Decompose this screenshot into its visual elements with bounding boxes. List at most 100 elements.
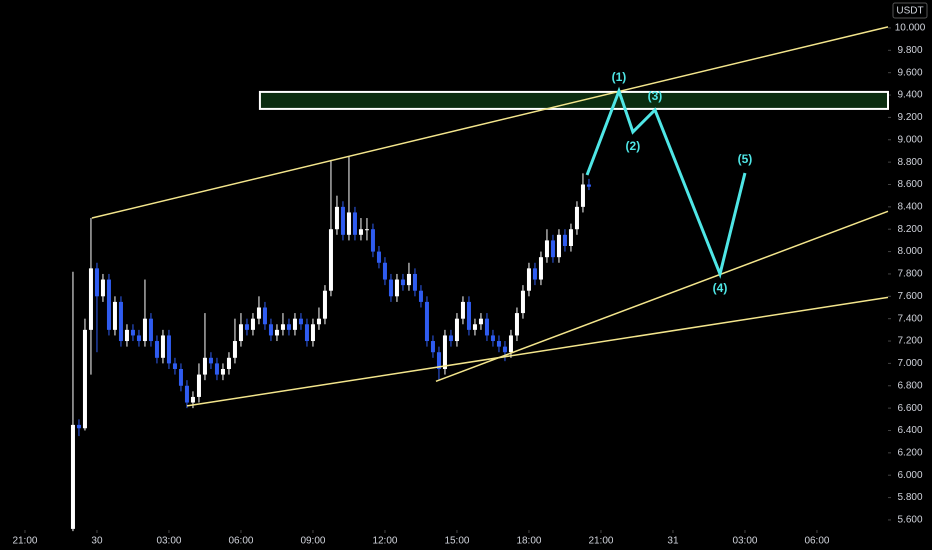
candle-body	[556, 234, 561, 258]
candle-body	[442, 335, 447, 369]
y-tick-label: 6.600	[897, 403, 922, 414]
candle-body	[340, 206, 345, 235]
candle-body	[484, 318, 489, 336]
y-tick-label: 6.200	[897, 447, 922, 458]
candle-body	[136, 335, 141, 342]
y-tick-label: 7.000	[897, 358, 922, 369]
y-tick-label: 8.800	[897, 157, 922, 168]
y-tick-label: 10.000	[895, 23, 926, 34]
wave-label: (2)	[626, 139, 641, 153]
candle-body	[310, 324, 315, 342]
candle-body	[256, 307, 261, 319]
candle-body	[304, 324, 309, 342]
zone	[258, 90, 890, 110]
trend-line	[435, 210, 889, 382]
candle-body	[274, 329, 279, 336]
wave-path	[585, 86, 747, 279]
y-tick-label: 7.600	[897, 291, 922, 302]
candle-body	[244, 324, 249, 330]
candle-body	[460, 301, 465, 319]
candle-body	[76, 424, 81, 429]
candle-body	[502, 346, 507, 353]
candle-body	[178, 368, 183, 386]
candle-body	[292, 318, 297, 330]
candle-body	[112, 301, 117, 330]
candle-body	[208, 357, 213, 364]
candle-body	[268, 324, 273, 336]
candle-body	[346, 212, 351, 235]
x-tick-label: 31	[667, 536, 679, 547]
candle-body	[226, 357, 231, 369]
y-tick-label: 6.400	[897, 425, 922, 436]
candle-body	[232, 341, 237, 358]
candle-body	[94, 268, 99, 297]
y-tick-label: 8.600	[897, 179, 922, 190]
candle-body	[376, 251, 381, 263]
candle-body	[388, 279, 393, 297]
candle-body	[412, 273, 417, 291]
x-tick-label: 06:00	[228, 536, 253, 547]
candle-body	[454, 318, 459, 342]
candle-body	[574, 206, 579, 230]
candle-body	[262, 307, 267, 325]
x-tick-label: 15:00	[444, 536, 469, 547]
candle-body	[148, 318, 153, 342]
candle-body	[358, 229, 363, 235]
x-tick-label: 21:00	[12, 536, 37, 547]
trend-line	[91, 26, 889, 219]
candle-body	[448, 335, 453, 342]
candle-body	[562, 234, 567, 246]
candle-body	[352, 212, 357, 235]
wave-label: (3)	[648, 89, 663, 103]
candle-body	[436, 352, 441, 369]
candle-body	[172, 363, 177, 369]
currency-label: USDT	[896, 6, 923, 17]
wave-label: (5)	[738, 152, 753, 166]
candle-body	[568, 229, 573, 246]
candle-body	[490, 335, 495, 342]
candle-body	[472, 324, 477, 330]
y-tick-label: 5.600	[897, 515, 922, 526]
candle-body	[166, 335, 171, 364]
trend-line	[186, 296, 889, 407]
y-tick-label: 7.200	[897, 336, 922, 347]
candle-body	[190, 396, 195, 403]
y-tick-label: 9.600	[897, 67, 922, 78]
x-tick-label: 03:00	[156, 536, 181, 547]
candle-body	[196, 374, 201, 397]
candle-body	[220, 368, 225, 375]
candle-body	[316, 318, 321, 325]
candle-body	[544, 240, 549, 258]
candle-body	[466, 301, 471, 330]
candle-body	[400, 279, 405, 286]
y-tick-label: 7.400	[897, 313, 922, 324]
candle-body	[508, 335, 513, 353]
x-tick-label: 12:00	[372, 536, 397, 547]
candle-body	[496, 341, 501, 347]
candle-body	[70, 424, 75, 529]
y-tick-label: 6.800	[897, 380, 922, 391]
candle-body	[532, 268, 537, 280]
candle-body	[382, 262, 387, 280]
candle-body	[184, 385, 189, 403]
x-tick-label: 09:00	[300, 536, 325, 547]
candle-body	[394, 279, 399, 297]
y-tick-label: 9.200	[897, 112, 922, 123]
wave-label: (4)	[713, 281, 728, 295]
candle-body	[328, 229, 333, 291]
candle-body	[160, 335, 165, 358]
candle-body	[520, 290, 525, 314]
candle-body	[430, 341, 435, 353]
candle-body	[406, 273, 411, 286]
y-tick-label: 9.400	[897, 90, 922, 101]
candle-body	[364, 229, 369, 231]
currency-badge	[892, 2, 928, 19]
y-tick-label: 6.000	[897, 470, 922, 481]
y-tick-label: 5.800	[897, 492, 922, 503]
candle-body	[514, 313, 519, 336]
candle-body	[418, 290, 423, 302]
candle-body	[250, 318, 255, 330]
candle-body	[100, 279, 105, 297]
